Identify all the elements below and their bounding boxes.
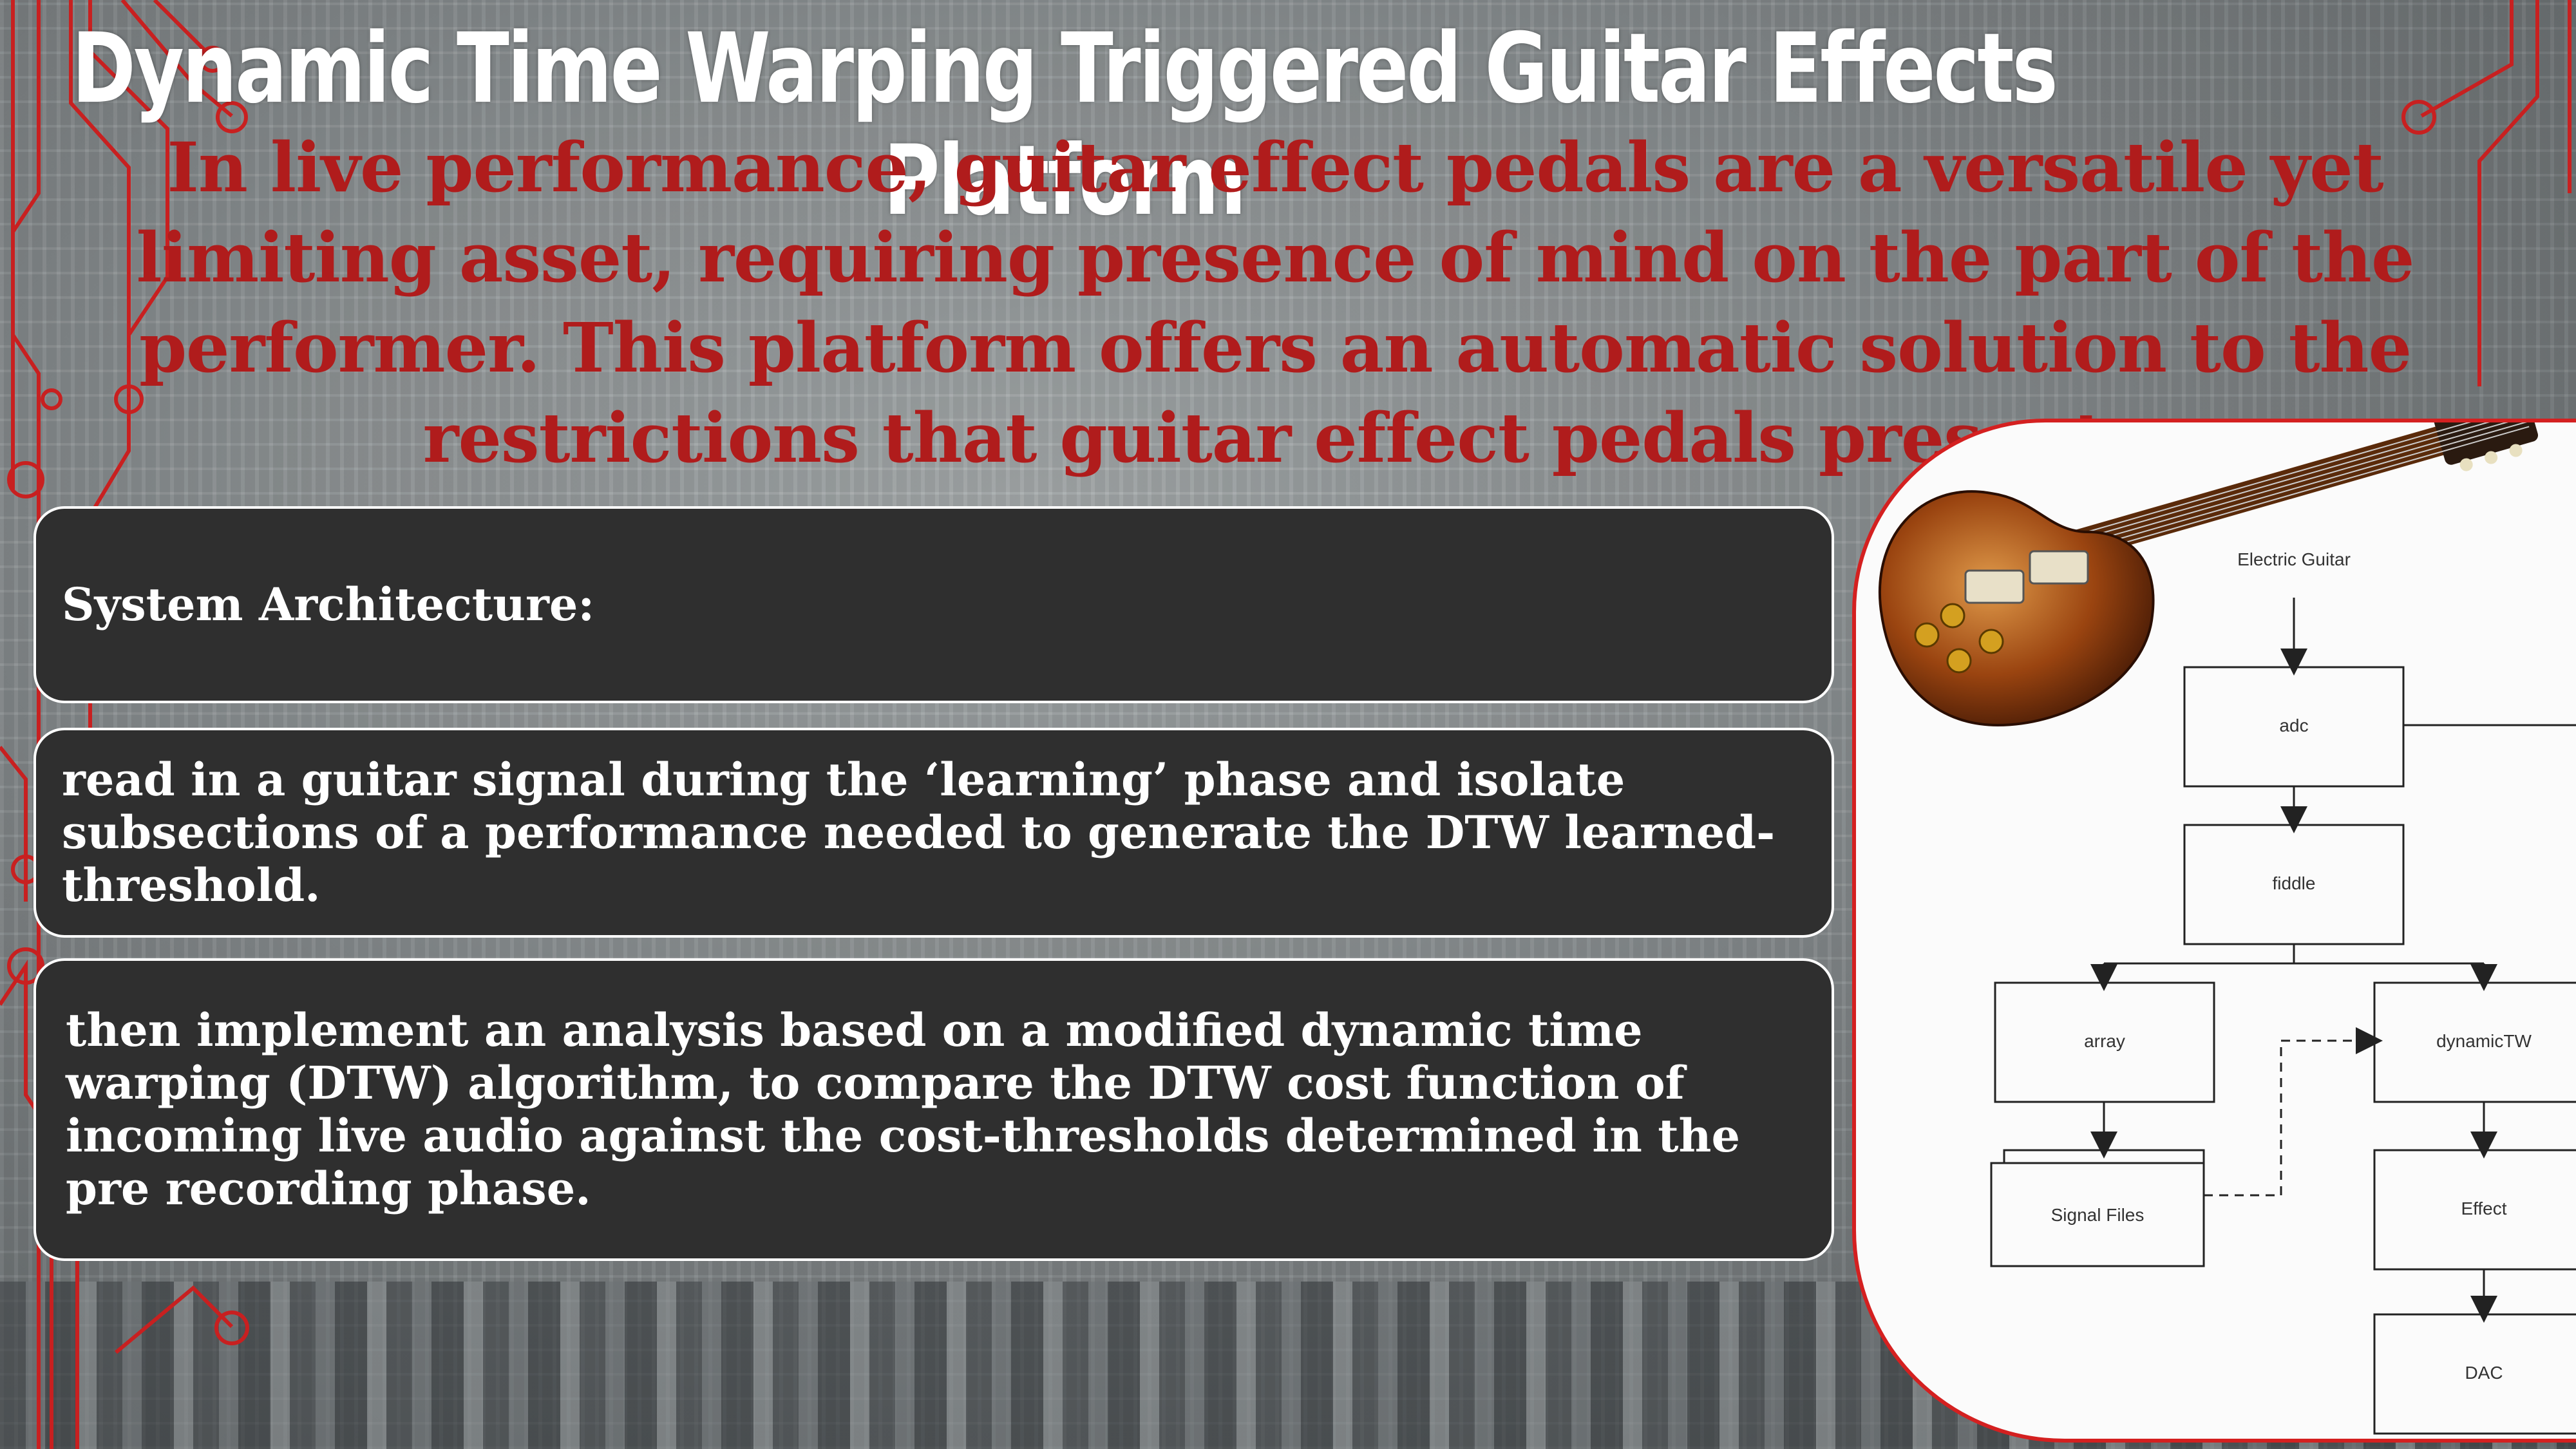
architecture-diagram: Electric Guitar adc fiddle array dynamic…	[1878, 422, 2576, 1435]
architecture-heading-card: System Architecture:	[33, 506, 1834, 703]
learning-phase-text: read in a guitar signal during the ‘lear…	[62, 753, 1776, 912]
diagram-signal-files-label: Signal Files	[2051, 1205, 2145, 1225]
learning-phase-card: read in a guitar signal during the ‘lear…	[33, 728, 1834, 938]
diagram-input-label: Electric Guitar	[2237, 549, 2351, 569]
analysis-phase-text: then implement an analysis based on a mo…	[66, 1003, 1740, 1215]
diagram-fiddle-label: fiddle	[2273, 873, 2316, 893]
analysis-phase-card: then implement an analysis based on a mo…	[33, 958, 1834, 1261]
diagram-dynamictw-label: dynamicTW	[2436, 1031, 2532, 1051]
diagram-array-label: array	[2084, 1031, 2125, 1051]
diagram-dac-label: DAC	[2465, 1363, 2503, 1383]
architecture-heading: System Architecture:	[62, 578, 595, 631]
guitar-image	[1878, 422, 2539, 727]
diagram-adc-label: adc	[2279, 715, 2308, 735]
diagram-effect-label: Effect	[2461, 1198, 2506, 1218]
page-title: Dynamic Time Warping Triggered Guitar Ef…	[71, 13, 2058, 237]
intro-text: In live performance, guitar effect pedal…	[136, 127, 2415, 478]
architecture-figure: Electric Guitar adc fiddle array dynamic…	[1852, 419, 2576, 1443]
